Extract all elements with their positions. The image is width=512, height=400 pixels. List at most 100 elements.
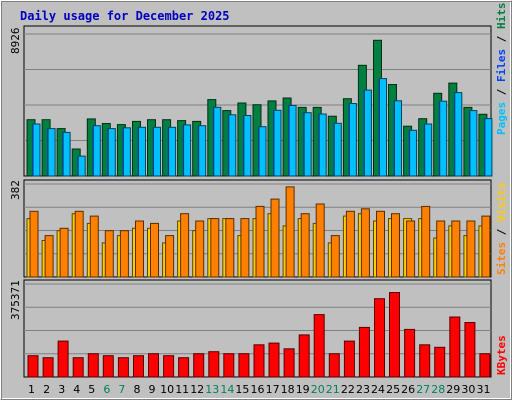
bar-kbytes-day-26 xyxy=(404,328,416,378)
x-tick-label-day-30: 30 xyxy=(461,383,475,396)
bar-pages-day-14 xyxy=(228,114,237,177)
x-tick-label-day-18: 18 xyxy=(281,383,295,396)
x-tick-label-day-3: 3 xyxy=(58,383,65,396)
bar-sites-day-31 xyxy=(481,215,491,278)
bar-kbytes-day-21 xyxy=(328,353,340,378)
bar-kbytes-day-3 xyxy=(57,340,69,378)
legend-separator-1: / xyxy=(495,82,508,102)
bar-pages-day-21 xyxy=(333,122,342,177)
bar-sites-day-24 xyxy=(376,210,385,278)
bar-pages-day-16 xyxy=(258,126,267,177)
bar-kbytes-day-15 xyxy=(238,353,250,378)
bar-sites-day-1 xyxy=(29,210,39,278)
bar-kbytes-day-22 xyxy=(343,340,355,378)
x-tick-label-day-28: 28 xyxy=(431,383,445,396)
bar-kbytes-day-10 xyxy=(163,355,175,378)
x-tick-label-day-20: 20 xyxy=(311,383,325,396)
legend-separator-2: / xyxy=(495,29,508,49)
legend-separator-3: / xyxy=(495,222,508,242)
bar-pages-day-12 xyxy=(198,125,207,177)
x-tick-label-day-23: 23 xyxy=(356,383,370,396)
bar-pages-day-29 xyxy=(454,92,463,177)
kbytes-axis-max-label: 375371 xyxy=(9,280,22,320)
bar-kbytes-day-16 xyxy=(253,344,265,378)
bar-sites-day-30 xyxy=(466,220,476,278)
bar-pages-day-23 xyxy=(363,89,372,177)
x-tick-label-day-17: 17 xyxy=(266,383,280,396)
x-tick-label-day-15: 15 xyxy=(235,383,249,396)
bar-sites-day-10 xyxy=(165,235,175,278)
bar-kbytes-day-12 xyxy=(193,353,205,378)
bar-pages-day-3 xyxy=(62,131,71,177)
x-tick-label-day-4: 4 xyxy=(73,383,80,396)
bar-pages-day-22 xyxy=(348,103,357,177)
bar-kbytes-day-25 xyxy=(389,292,400,378)
x-tick-label-day-31: 31 xyxy=(477,383,491,396)
bar-kbytes-day-1 xyxy=(27,355,39,378)
bar-kbytes-day-28 xyxy=(434,346,446,378)
bar-pages-day-2 xyxy=(47,128,56,177)
bar-kbytes-day-23 xyxy=(358,326,370,378)
bar-kbytes-day-9 xyxy=(148,353,159,378)
x-tick-label-day-21: 21 xyxy=(326,383,340,396)
bar-sites-day-15 xyxy=(240,218,250,278)
bar-pages-day-26 xyxy=(409,129,418,177)
bar-sites-day-18 xyxy=(285,186,295,278)
x-tick-label-day-25: 25 xyxy=(386,383,400,396)
bar-pages-day-18 xyxy=(288,105,297,177)
x-tick-label-day-8: 8 xyxy=(134,383,141,396)
bar-sites-day-12 xyxy=(195,220,205,278)
bar-kbytes-day-2 xyxy=(42,357,54,378)
bar-sites-day-7 xyxy=(119,230,129,278)
bar-pages-day-17 xyxy=(273,109,282,177)
bar-sites-day-28 xyxy=(436,220,446,278)
x-tick-label-day-2: 2 xyxy=(43,383,50,396)
x-tick-label-day-26: 26 xyxy=(401,383,415,396)
legend-pages: Pages xyxy=(495,102,508,135)
bar-pages-day-1 xyxy=(32,123,41,177)
bar-sites-day-25 xyxy=(391,213,400,278)
x-tick-label-day-13: 13 xyxy=(205,383,219,396)
bar-kbytes-day-4 xyxy=(72,357,84,378)
bar-pages-day-24 xyxy=(379,78,387,177)
bar-pages-day-19 xyxy=(303,112,312,177)
bar-kbytes-day-30 xyxy=(464,322,476,378)
legend-hits-files-pages: Pages / Files / Hits xyxy=(495,3,508,136)
bar-sites-day-23 xyxy=(360,208,370,278)
bar-pages-day-8 xyxy=(138,126,146,177)
bar-kbytes-day-6 xyxy=(102,355,114,378)
bar-sites-day-3 xyxy=(59,227,69,278)
legend-sites-visits: Sites / Visits xyxy=(495,182,508,275)
bar-pages-day-25 xyxy=(394,100,402,177)
bar-kbytes-day-18 xyxy=(283,348,295,378)
bar-kbytes-day-13 xyxy=(208,351,220,378)
bar-kbytes-day-19 xyxy=(298,334,310,378)
x-tick-label-day-7: 7 xyxy=(118,383,125,396)
bar-sites-day-4 xyxy=(74,210,84,278)
chart-title: Daily usage for December 2025 xyxy=(20,9,230,23)
x-axis-day-labels: 1 2 3 4 5 6 7 8 9 10 11 12 13 14 15 16 17 18 19 20 21 22 23 24 2… xyxy=(28,383,491,396)
bar-kbytes-day-29 xyxy=(449,316,461,378)
bar-kbytes-day-24 xyxy=(374,298,385,378)
bar-pages-day-28 xyxy=(439,100,448,177)
x-tick-label-day-12: 12 xyxy=(190,383,204,396)
bar-pages-day-30 xyxy=(469,110,478,177)
bar-sites-day-14 xyxy=(225,218,235,278)
bar-kbytes-day-17 xyxy=(268,342,280,378)
x-tick-label-day-14: 14 xyxy=(220,383,234,396)
x-tick-label-day-10: 10 xyxy=(160,383,174,396)
bar-sites-day-26 xyxy=(406,220,416,278)
bar-sites-day-21 xyxy=(330,235,340,278)
x-tick-label-day-11: 11 xyxy=(175,383,189,396)
x-tick-label-day-29: 29 xyxy=(446,383,460,396)
x-tick-label-day-16: 16 xyxy=(251,383,265,396)
x-tick-label-day-5: 5 xyxy=(88,383,95,396)
bar-sites-day-22 xyxy=(345,210,355,278)
bar-pages-day-10 xyxy=(168,126,177,177)
bar-pages-day-4 xyxy=(77,155,86,177)
bar-pages-day-15 xyxy=(243,115,252,177)
legend-files: Files xyxy=(495,49,508,82)
